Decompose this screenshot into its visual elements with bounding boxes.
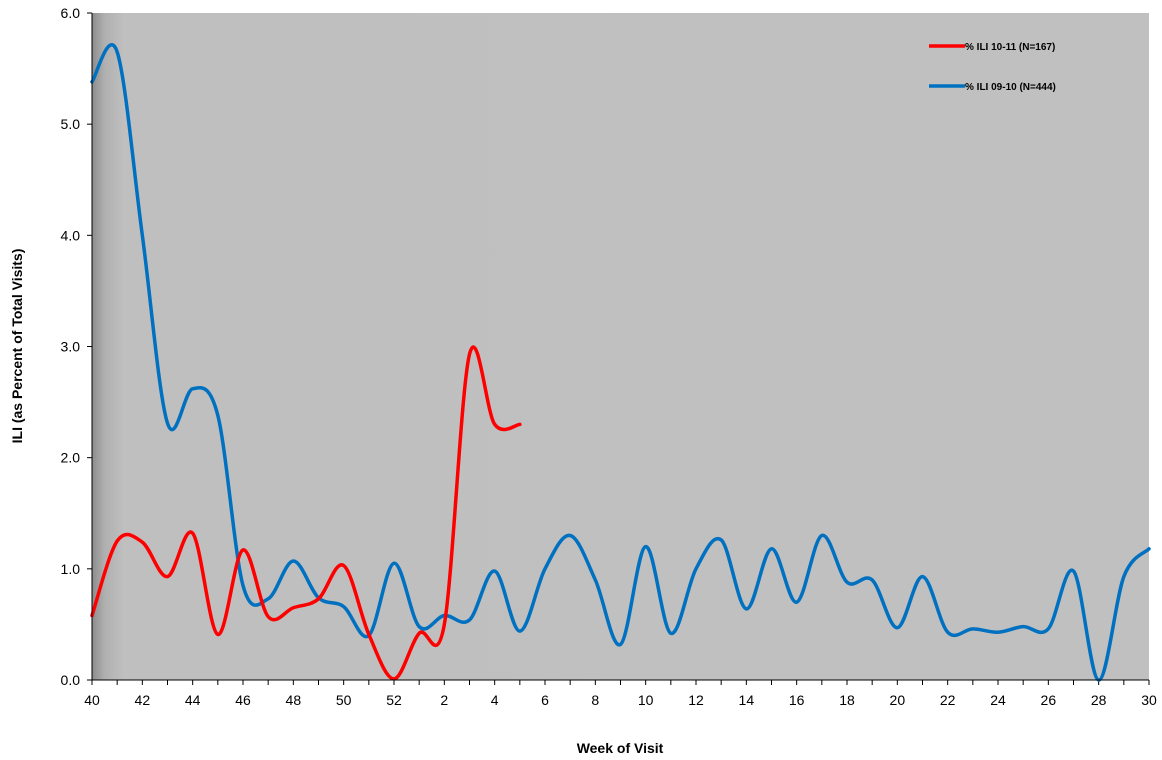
x-tick-label: 4 — [491, 692, 499, 708]
x-tick-label: 24 — [990, 692, 1006, 708]
x-tick-label: 14 — [739, 692, 755, 708]
legend: % ILI 10-11 (N=167) % ILI 09-10 (N=444) — [929, 42, 1056, 93]
x-tick-label: 10 — [638, 692, 654, 708]
y-tick-label: 3.0 — [61, 339, 81, 355]
series-line-0 — [90, 345, 522, 681]
series-layer — [90, 42, 1151, 682]
x-tick-label: 6 — [541, 692, 549, 708]
x-tick-label: 48 — [286, 692, 302, 708]
y-tick-label: 2.0 — [61, 450, 81, 466]
x-tick-label: 44 — [185, 692, 201, 708]
legend-label-1: % ILI 09-10 (N=444) — [965, 82, 1056, 93]
x-axis: 40 42 44 46 48 50 52 2 4 6 8 10 12 14 16 18 20 22 24 26 28 30 — [84, 680, 1157, 708]
y-tick-label: 0.0 — [61, 672, 81, 688]
y-tick-label: 1.0 — [61, 561, 81, 577]
y-axis-title: ILI (as Percent of Total Visits) — [9, 249, 25, 444]
y-tick-label: 6.0 — [61, 5, 81, 21]
x-tick-label: 8 — [591, 692, 599, 708]
y-tick-label: 5.0 — [61, 116, 81, 132]
x-tick-label: 26 — [1041, 692, 1057, 708]
legend-label-0: % ILI 10-11 (N=167) — [965, 42, 1055, 53]
x-tick-label: 2 — [440, 692, 448, 708]
plot-area — [92, 13, 1149, 680]
x-tick-label: 18 — [839, 692, 855, 708]
y-axis: 0.0 1.0 2.0 3.0 4.0 5.0 6.0 — [61, 5, 92, 688]
x-tick-label: 52 — [386, 692, 402, 708]
y-tick-label: 4.0 — [61, 227, 81, 243]
x-tick-label: 16 — [789, 692, 805, 708]
x-tick-label: 30 — [1141, 692, 1157, 708]
x-tick-label: 22 — [940, 692, 956, 708]
x-tick-label: 42 — [135, 692, 151, 708]
x-tick-label: 28 — [1091, 692, 1107, 708]
x-tick-label: 46 — [235, 692, 251, 708]
x-tick-label: 50 — [336, 692, 352, 708]
x-tick-label: 20 — [890, 692, 906, 708]
x-axis-title: Week of Visit — [577, 740, 664, 756]
x-tick-label: 12 — [688, 692, 704, 708]
x-tick-label: 40 — [84, 692, 100, 708]
